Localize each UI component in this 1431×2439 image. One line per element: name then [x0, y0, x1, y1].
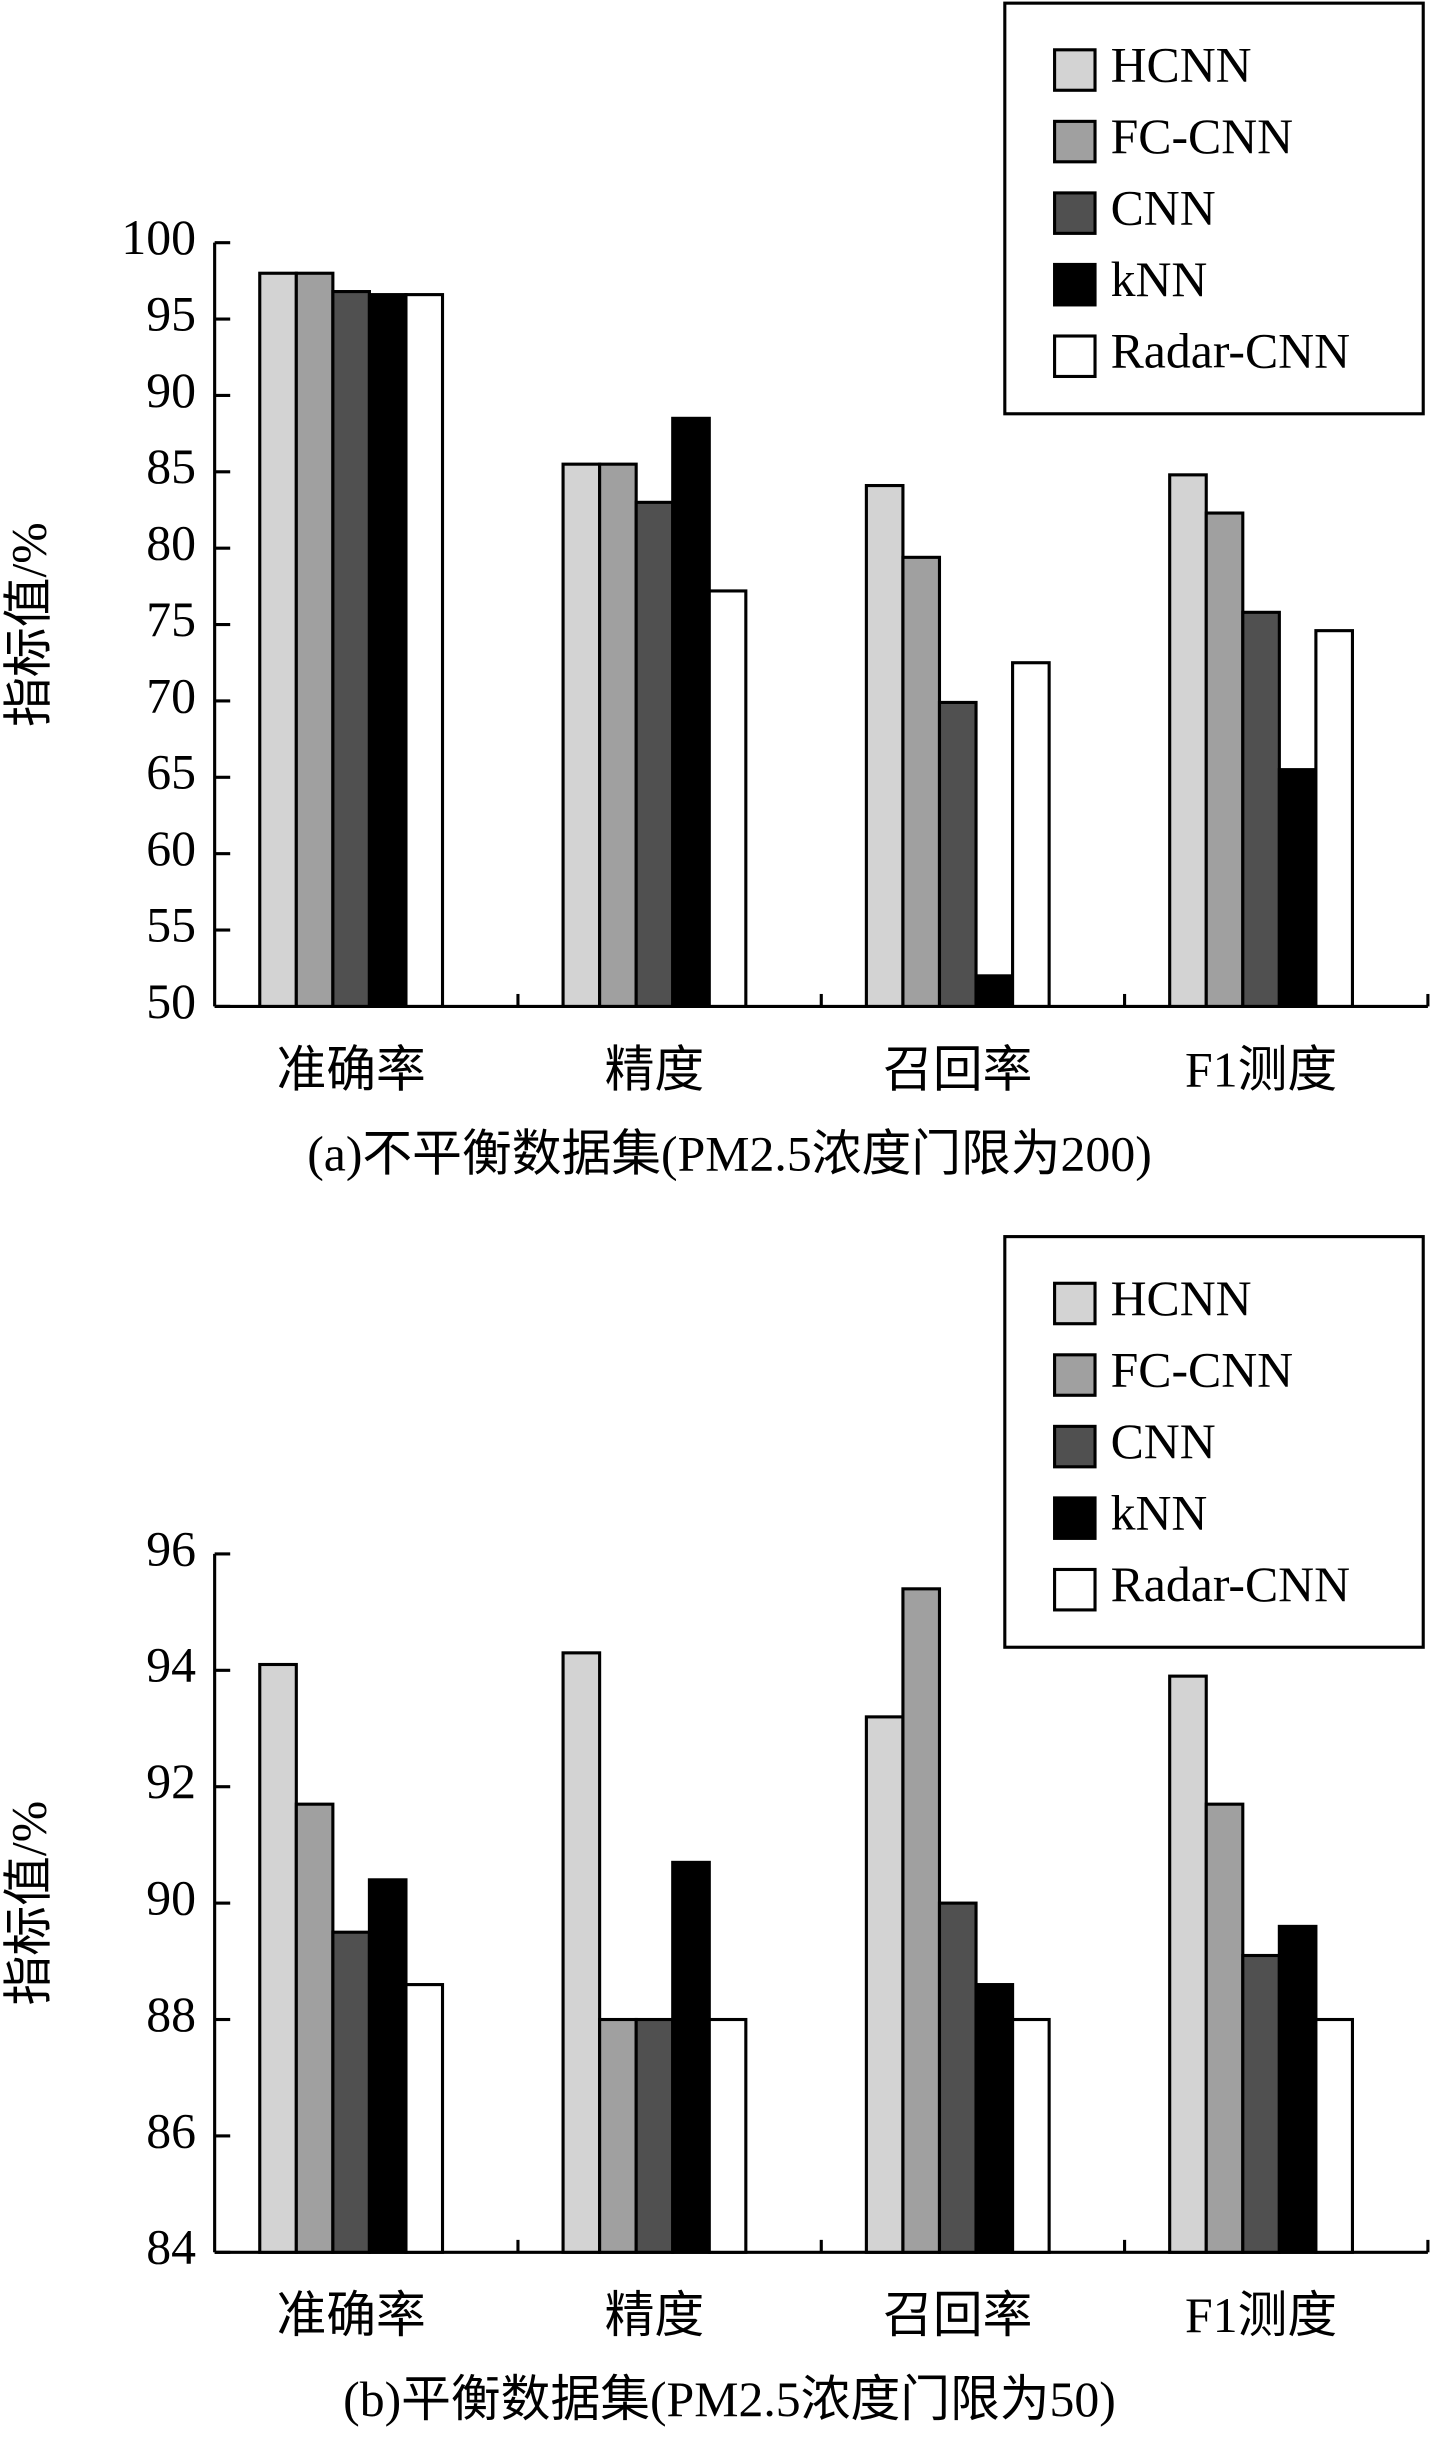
legend-label: kNN — [1111, 252, 1208, 307]
bar — [561, 1651, 602, 2254]
bar — [1204, 511, 1245, 1008]
bar — [901, 555, 942, 1008]
bar — [404, 293, 445, 1008]
y-tick-label: 80 — [146, 516, 196, 571]
legend-label: FC-CNN — [1111, 109, 1294, 164]
bar — [671, 416, 711, 1008]
y-tick-label: 95 — [146, 286, 196, 341]
y-axis-label: 指标值/% — [2, 522, 57, 727]
bar — [1241, 610, 1281, 1008]
bar — [974, 974, 1015, 1008]
bar — [1168, 1674, 1208, 2254]
bar — [1204, 1802, 1245, 2254]
legend-swatch — [1053, 119, 1097, 164]
y-tick-label: 85 — [146, 439, 196, 494]
bar — [258, 1662, 298, 2254]
legend-swatch — [1053, 1353, 1097, 1397]
bar — [598, 462, 638, 1008]
legend-label: CNN — [1111, 181, 1216, 236]
legend-label: kNN — [1111, 1486, 1208, 1541]
bar — [864, 1715, 905, 2254]
legend-label: Radar-CNN — [1111, 1557, 1350, 1612]
legend-label: HCNN — [1111, 1271, 1252, 1326]
legend-swatch — [1053, 1424, 1097, 1469]
bar — [404, 1983, 445, 2254]
y-tick-label: 55 — [146, 897, 196, 952]
bar — [671, 1860, 711, 2254]
bar — [367, 1878, 408, 2254]
bar — [1277, 1924, 1318, 2254]
y-tick-label: 86 — [146, 2103, 196, 2158]
bar — [258, 271, 298, 1008]
y-tick-label: 96 — [146, 1521, 196, 1576]
y-tick-label: 70 — [146, 668, 196, 723]
bar — [294, 271, 335, 1008]
y-tick-label: 50 — [146, 974, 196, 1029]
bar — [974, 1983, 1015, 2254]
y-tick-label: 90 — [146, 1871, 196, 1926]
legend-swatch — [1053, 1281, 1097, 1326]
y-tick-label: 60 — [146, 821, 196, 876]
legend-swatch — [1053, 1496, 1097, 1540]
x-tick-label: F1测度 — [1185, 2288, 1337, 2343]
y-tick-label: 100 — [121, 210, 196, 265]
x-tick-label: 召回率 — [883, 2288, 1032, 2343]
y-tick-label: 84 — [146, 2220, 196, 2275]
y-tick-label: 92 — [146, 1754, 196, 1809]
bar — [1011, 661, 1051, 1008]
x-tick-label: 准确率 — [276, 1042, 425, 1097]
bar — [634, 500, 675, 1008]
bar — [707, 2017, 748, 2254]
bar — [937, 1901, 978, 2254]
x-tick-label: 精度 — [605, 1042, 705, 1097]
x-tick-label: 准确率 — [276, 2288, 425, 2343]
bar — [331, 1930, 371, 2254]
chart-caption: (b)平衡数据集(PM2.5浓度门限为50) — [343, 2372, 1116, 2427]
y-tick-label: 75 — [146, 592, 196, 647]
legend-swatch — [1053, 334, 1097, 379]
bar — [598, 2017, 638, 2254]
bar — [1168, 473, 1208, 1008]
bar — [634, 2017, 675, 2254]
bar — [294, 1802, 335, 2254]
legend-swatch — [1053, 191, 1097, 235]
x-tick-label: F1测度 — [1185, 1042, 1337, 1097]
bar — [1277, 768, 1318, 1008]
legend-label: FC-CNN — [1111, 1342, 1294, 1397]
bar — [901, 1587, 942, 2254]
y-axis-label: 指标值/% — [2, 1801, 57, 2006]
bar — [1011, 2017, 1051, 2254]
legend-swatch — [1053, 262, 1097, 307]
y-tick-label: 90 — [146, 363, 196, 418]
bar — [1314, 2017, 1355, 2254]
bar — [937, 700, 978, 1008]
bar — [1314, 629, 1355, 1008]
x-tick-label: 召回率 — [883, 1042, 1032, 1097]
y-tick-label: 94 — [146, 1638, 196, 1693]
legend-label: Radar-CNN — [1111, 324, 1350, 379]
chart-caption: (a)不平衡数据集(PM2.5浓度门限为200) — [307, 1126, 1152, 1181]
bar — [561, 462, 602, 1008]
legend-swatch — [1053, 48, 1097, 92]
bar — [1241, 1953, 1281, 2254]
y-tick-label: 65 — [146, 745, 196, 800]
bar — [331, 290, 371, 1008]
bar — [864, 483, 905, 1008]
legend-label: HCNN — [1111, 37, 1252, 92]
legend-swatch — [1053, 1567, 1097, 1612]
bar — [707, 589, 748, 1008]
y-tick-label: 88 — [146, 1987, 196, 2042]
bar — [367, 293, 408, 1008]
legend-label: CNN — [1111, 1414, 1216, 1469]
x-tick-label: 精度 — [605, 2288, 705, 2343]
